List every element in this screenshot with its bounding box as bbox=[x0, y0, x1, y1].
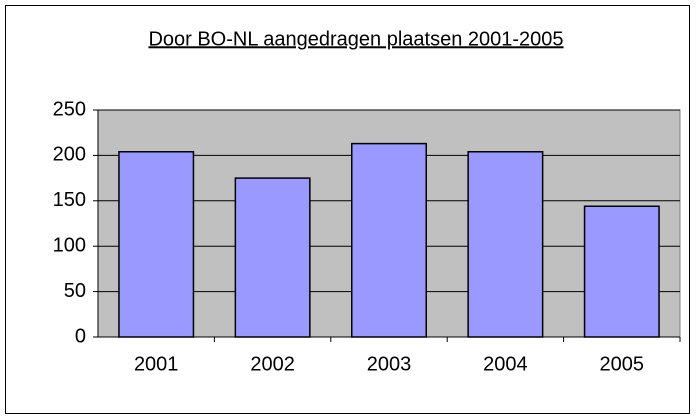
x-tick-label: 2005 bbox=[600, 353, 645, 375]
y-tick-label: 50 bbox=[64, 280, 86, 302]
bar bbox=[234, 177, 311, 338]
x-tick-label: 2002 bbox=[250, 353, 295, 375]
bar bbox=[467, 151, 544, 338]
x-tick-label: 2004 bbox=[483, 353, 528, 375]
y-tick-label: 0 bbox=[75, 325, 86, 347]
x-tick-label: 2001 bbox=[134, 353, 179, 375]
bar bbox=[583, 205, 660, 338]
bar bbox=[351, 142, 427, 338]
chart-title: Door BO-NL aangedragen plaatsen 2001-200… bbox=[148, 28, 563, 50]
x-tick-label: 2003 bbox=[367, 353, 412, 375]
y-tick-label: 250 bbox=[53, 98, 86, 120]
y-tick-label: 200 bbox=[53, 144, 86, 166]
bar bbox=[118, 151, 195, 338]
y-tick-label: 100 bbox=[53, 234, 86, 256]
y-tick-label: 150 bbox=[53, 189, 86, 211]
